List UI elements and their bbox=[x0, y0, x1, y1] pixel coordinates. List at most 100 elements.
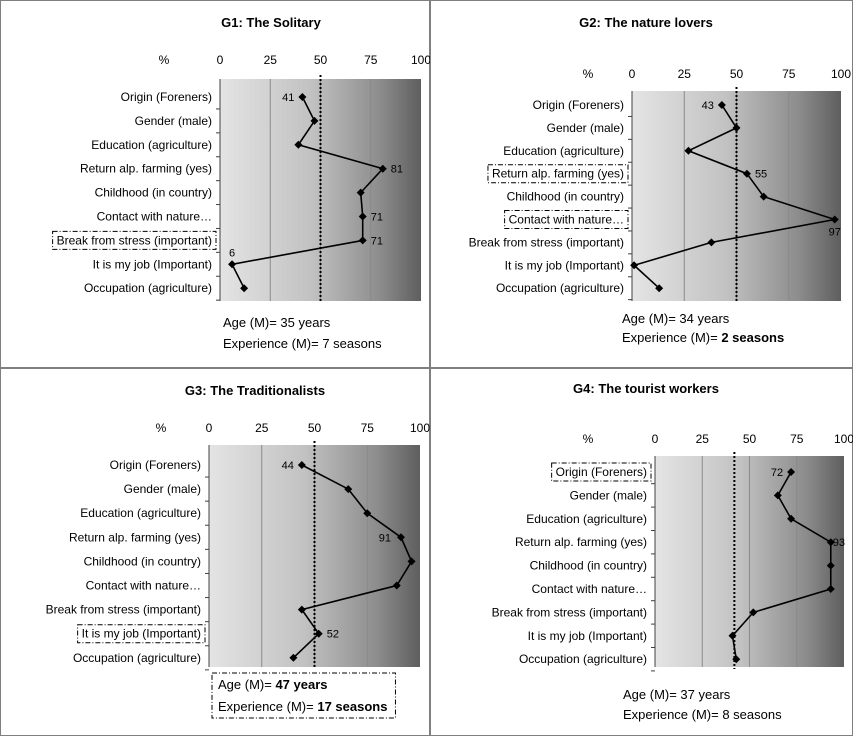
x-tick-label: 50 bbox=[308, 421, 322, 435]
data-point bbox=[289, 653, 298, 662]
chart-panel-g3: G3: The Traditionalists 0 25 50 75 100% Origin… bbox=[0, 368, 430, 736]
data-label: 44 bbox=[282, 460, 294, 472]
x-tick-label: 50 bbox=[314, 53, 328, 67]
data-label: 97 bbox=[829, 227, 841, 239]
data-point bbox=[732, 655, 741, 664]
category-label: Childhood (in country) bbox=[530, 559, 647, 573]
category-label: Childhood (in country) bbox=[84, 554, 201, 568]
footer-line: Experience (M)= 8 seasons bbox=[623, 707, 782, 722]
chart-panel-g4: G4: The tourist workers 0 25 50 75 100% Origin… bbox=[430, 368, 853, 736]
chart-panel-g1: G1: The Solitary 0 25 50 75 100% Origin (Foren… bbox=[0, 0, 431, 368]
category-label: Gender (male) bbox=[547, 121, 624, 135]
data-point bbox=[297, 461, 306, 469]
category-label: Origin (Foreners) bbox=[110, 458, 201, 472]
x-tick-label: 100 bbox=[831, 67, 851, 81]
data-point bbox=[749, 608, 758, 617]
category-label: It is my job (Important) bbox=[93, 257, 212, 271]
data-label: 71 bbox=[371, 235, 383, 247]
category-label: Return alp. farming (yes) bbox=[69, 530, 201, 544]
category-label: Break from stress (important) bbox=[57, 233, 212, 247]
x-tick-label: 50 bbox=[743, 432, 757, 446]
chart-footer: Age (M)= 37 years Experience (M)= 8 seaso… bbox=[623, 687, 782, 722]
chart-title: G4: The tourist workers bbox=[573, 381, 719, 396]
category-label: It is my job (Important) bbox=[528, 629, 647, 643]
data-point bbox=[717, 101, 726, 109]
category-label: Childhood (in country) bbox=[95, 186, 212, 200]
category-label: Education (agriculture) bbox=[80, 506, 201, 520]
data-point bbox=[732, 123, 741, 132]
data-point bbox=[314, 629, 323, 638]
category-label: Gender (male) bbox=[135, 114, 212, 128]
data-point bbox=[826, 538, 835, 547]
x-tick-label: 100 bbox=[411, 53, 431, 67]
highlight-box bbox=[551, 462, 652, 482]
data-point bbox=[378, 164, 387, 173]
data-point bbox=[773, 491, 782, 500]
data-label: 43 bbox=[702, 100, 714, 112]
data-point bbox=[228, 260, 237, 269]
highlight-box bbox=[77, 624, 206, 644]
category-label: Origin (Foreners) bbox=[556, 465, 647, 479]
category-label: Origin (Foreners) bbox=[533, 98, 624, 112]
x-tick-label: 75 bbox=[361, 421, 375, 435]
footer-line: Experience (M)= 2 seasons bbox=[622, 330, 784, 345]
data-point bbox=[397, 533, 406, 542]
x-tick-label: 0 bbox=[206, 421, 213, 435]
x-tick-label: 100 bbox=[410, 421, 430, 435]
category-label: Break from stress (important) bbox=[492, 605, 647, 619]
data-point bbox=[826, 561, 835, 570]
category-label: Education (agriculture) bbox=[526, 512, 647, 526]
chart-title: G3: The Traditionalists bbox=[185, 383, 325, 398]
data-point bbox=[742, 169, 751, 178]
data-point bbox=[759, 192, 768, 201]
category-label: Return alp. farming (yes) bbox=[80, 162, 212, 176]
data-point bbox=[240, 284, 249, 293]
footer-line: Experience (M)= 7 seasons bbox=[223, 336, 382, 351]
data-point bbox=[407, 557, 416, 566]
data-point bbox=[830, 215, 839, 224]
x-tick-label: 25 bbox=[264, 53, 278, 67]
unit-label: % bbox=[583, 67, 594, 81]
chart-title: G2: The nature lovers bbox=[579, 15, 713, 30]
data-label: 55 bbox=[755, 169, 767, 181]
category-label: It is my job (Important) bbox=[505, 258, 624, 272]
category-label: Return alp. farming (yes) bbox=[515, 535, 647, 549]
data-point bbox=[294, 140, 303, 149]
data-point bbox=[826, 585, 835, 593]
data-point bbox=[358, 212, 367, 221]
category-label: Childhood (in country) bbox=[507, 190, 624, 204]
data-point bbox=[356, 188, 365, 197]
category-label: Education (agriculture) bbox=[503, 144, 624, 158]
chart-svg: G1: The Solitary 0 25 50 75 100% Origin (Foren… bbox=[52, 15, 431, 351]
chart-svg: G4: The tourist workers 0 25 50 75 100% Origin… bbox=[492, 381, 853, 722]
category-label: Gender (male) bbox=[124, 482, 201, 496]
category-label: Contact with nature… bbox=[532, 582, 647, 596]
footer-line: Age (M)= 37 years bbox=[623, 687, 731, 702]
category-label: Occupation (agriculture) bbox=[73, 651, 201, 665]
data-point bbox=[392, 581, 401, 590]
footer-line: Age (M)= 35 years bbox=[223, 315, 331, 330]
category-label: Contact with nature… bbox=[509, 213, 624, 227]
category-label: Contact with nature… bbox=[97, 210, 212, 224]
chart-footer: Age (M)= 35 years Experience (M)= 7 seaso… bbox=[223, 315, 382, 351]
category-label: Contact with nature… bbox=[86, 579, 201, 593]
category-label: Occupation (agriculture) bbox=[496, 281, 624, 295]
x-tick-label: 0 bbox=[629, 67, 636, 81]
category-label: Gender (male) bbox=[570, 488, 647, 502]
data-label: 41 bbox=[282, 92, 294, 104]
category-label: Occupation (agriculture) bbox=[84, 281, 212, 295]
footer-highlight-box bbox=[211, 672, 396, 719]
x-tick-label: 0 bbox=[217, 53, 224, 67]
data-label: 6 bbox=[229, 247, 235, 259]
chart-panel-g2: G2: The nature lovers 0 25 50 75 100% Origin (… bbox=[430, 0, 853, 368]
data-point bbox=[298, 93, 307, 101]
x-tick-label: 25 bbox=[696, 432, 710, 446]
chart-svg: G3: The Traditionalists 0 25 50 75 100% Origin… bbox=[46, 383, 430, 719]
x-tick-label: 75 bbox=[790, 432, 804, 446]
data-point bbox=[630, 261, 639, 270]
data-point bbox=[363, 509, 372, 518]
category-label: Education (agriculture) bbox=[91, 138, 212, 152]
data-point bbox=[707, 238, 716, 247]
category-label: Occupation (agriculture) bbox=[519, 652, 647, 666]
category-label: It is my job (Important) bbox=[82, 627, 201, 641]
